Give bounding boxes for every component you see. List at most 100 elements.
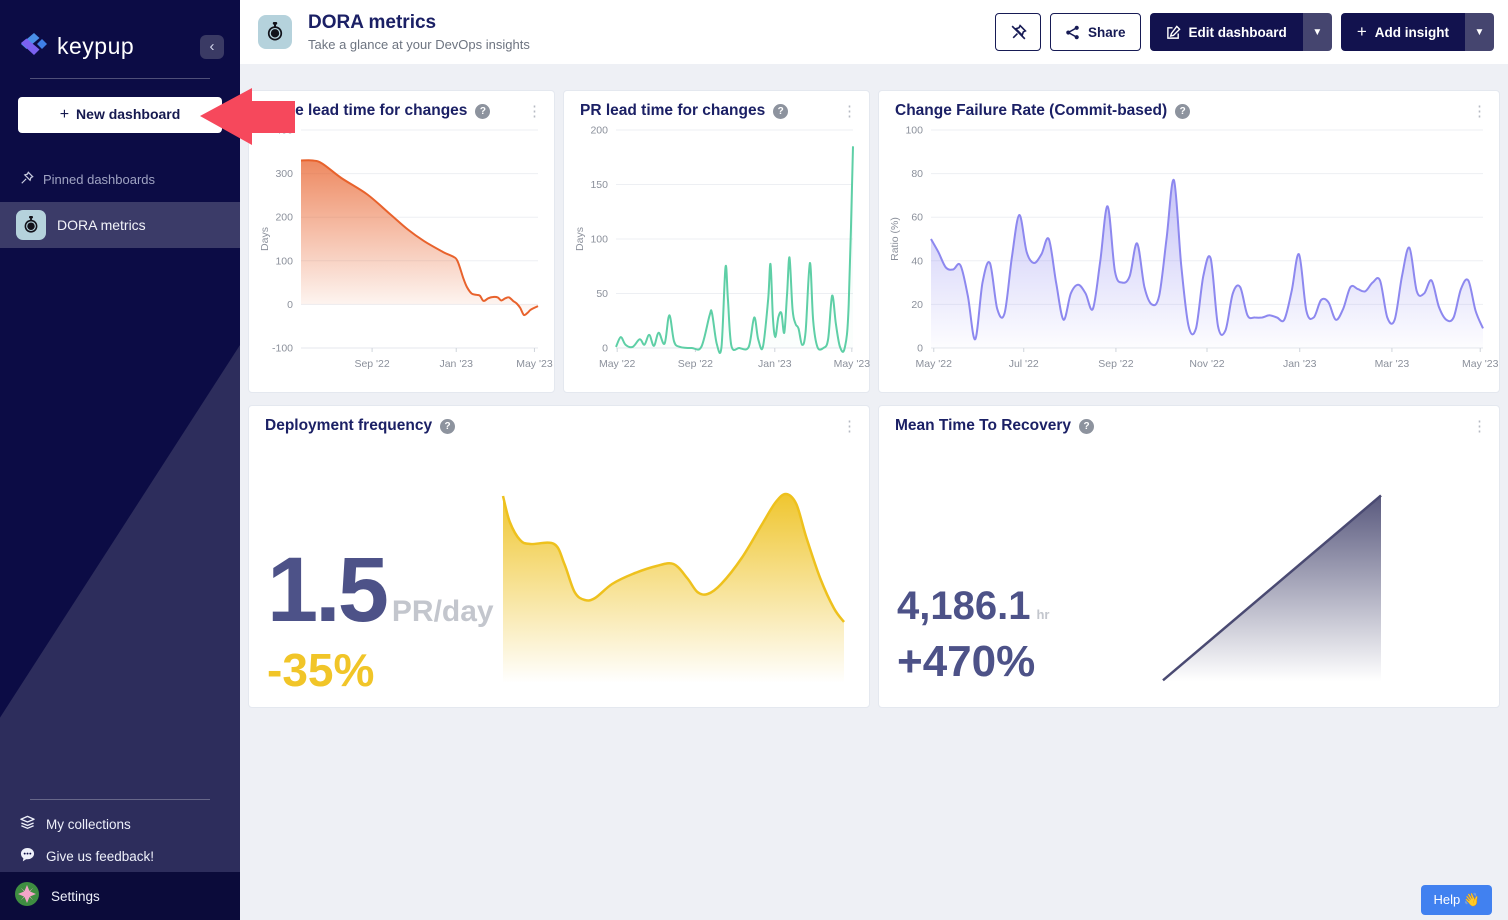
- svg-text:100: 100: [905, 125, 923, 137]
- edit-dashboard-caret-button[interactable]: ▼: [1302, 13, 1332, 51]
- card-title: Change Failure Rate (Commit-based): [895, 102, 1168, 119]
- pin-icon: [20, 171, 34, 188]
- plus-icon: +: [1356, 22, 1367, 41]
- edit-dashboard-label: Edit dashboard: [1188, 24, 1287, 40]
- svg-text:20: 20: [911, 299, 923, 311]
- chat-bubble-icon: [20, 847, 35, 865]
- plus-icon: +: [59, 106, 70, 123]
- add-insight-caret-button[interactable]: ▼: [1465, 13, 1494, 51]
- kebab-menu-icon[interactable]: ⋮: [1472, 102, 1487, 120]
- svg-text:0: 0: [602, 343, 608, 355]
- kebab-menu-icon[interactable]: ⋮: [842, 417, 857, 435]
- sidebar: keypup ‹ + New dashboard Pinned dashboard…: [0, 0, 240, 920]
- card-title: Code lead time for changes: [265, 102, 468, 119]
- svg-text:May '22: May '22: [599, 358, 636, 370]
- unpin-dashboard-button[interactable]: [995, 13, 1042, 51]
- help-icon[interactable]: ?: [1175, 103, 1191, 119]
- layers-icon: [20, 815, 35, 833]
- kebab-menu-icon[interactable]: ⋮: [527, 102, 542, 120]
- add-insight-button[interactable]: + Add insight: [1340, 13, 1465, 51]
- svg-text:Nov '22: Nov '22: [1189, 358, 1224, 370]
- help-icon[interactable]: ?: [773, 103, 789, 119]
- svg-text:Jan '23: Jan '23: [1283, 358, 1317, 370]
- page-title: DORA metrics: [308, 12, 437, 33]
- card-pr-lead-time: PR lead time for changes ? ⋮ 200 150 100 50…: [563, 90, 870, 393]
- svg-text:0: 0: [287, 299, 293, 311]
- svg-text:150: 150: [590, 179, 608, 191]
- help-button[interactable]: Help 👋: [1421, 885, 1492, 915]
- pointer-arrow: [200, 88, 295, 145]
- pinned-dashboards-label: Pinned dashboards: [43, 172, 156, 187]
- svg-text:200: 200: [590, 125, 608, 137]
- dashboard-stopwatch-icon: [258, 15, 292, 49]
- svg-text:80: 80: [911, 168, 923, 180]
- sidebar-item-dora-metrics[interactable]: DORA metrics: [0, 202, 240, 248]
- share-icon: [1066, 25, 1079, 39]
- kpi-value: 1.5: [267, 539, 389, 641]
- svg-text:100: 100: [275, 255, 293, 267]
- mttr-sparkline: [1162, 494, 1382, 702]
- kebab-menu-icon[interactable]: ⋮: [1472, 417, 1487, 435]
- card-code-lead-time: Code lead time for changes ? ⋮ 400300200…: [248, 90, 555, 393]
- kpi-unit: PR/day: [391, 595, 494, 628]
- logo-text: keypup: [57, 33, 135, 59]
- share-button[interactable]: Share: [1050, 13, 1141, 51]
- pinned-dashboards-header: Pinned dashboards: [0, 171, 240, 188]
- edit-dashboard-button[interactable]: Edit dashboard: [1149, 13, 1303, 51]
- help-icon[interactable]: ?: [475, 103, 491, 119]
- card-title: Mean Time To Recovery: [895, 417, 1072, 434]
- share-label: Share: [1088, 24, 1126, 40]
- stopwatch-icon: [16, 210, 46, 240]
- sidebar-item-feedback[interactable]: Give us feedback!: [0, 840, 240, 872]
- feedback-label: Give us feedback!: [46, 848, 155, 864]
- svg-text:May '23: May '23: [1462, 358, 1499, 370]
- svg-text:Jul '22: Jul '22: [1009, 358, 1039, 370]
- my-collections-label: My collections: [46, 816, 131, 832]
- svg-text:50: 50: [596, 288, 608, 300]
- svg-text:May '23: May '23: [834, 358, 871, 370]
- sidebar-item-my-collections[interactable]: My collections: [0, 808, 240, 840]
- svg-text:40: 40: [911, 255, 923, 267]
- deployment-frequency-sparkline: [501, 492, 846, 704]
- pointer-arrow-shape: [200, 88, 295, 145]
- card-change-failure-rate: Change Failure Rate (Commit-based) ? ⋮ 1…: [878, 90, 1500, 393]
- sidebar-collapse-button[interactable]: ‹: [200, 34, 224, 59]
- svg-text:Jan '23: Jan '23: [758, 358, 792, 370]
- new-dashboard-label: New dashboard: [76, 106, 181, 122]
- kpi-delta: -35%: [267, 644, 375, 696]
- kebab-menu-icon[interactable]: ⋮: [842, 102, 857, 120]
- sidebar-item-label: DORA metrics: [57, 217, 146, 233]
- dashboard-content: Code lead time for changes ? ⋮ 400300200…: [240, 64, 1508, 708]
- page-subtitle: Take a glance at your DevOps insights: [308, 37, 530, 52]
- mttr-kpi: 4,186.1 hr +470%: [897, 584, 1049, 687]
- settings-bar[interactable]: Settings: [0, 872, 240, 920]
- divider: [30, 78, 210, 79]
- svg-text:300: 300: [275, 168, 293, 180]
- card-title: Deployment frequency: [265, 417, 433, 434]
- new-dashboard-button[interactable]: + New dashboard: [18, 97, 222, 133]
- svg-text:Mar '23: Mar '23: [1375, 358, 1410, 370]
- topbar: DORA metrics Take a glance at your DevOp…: [240, 0, 1508, 64]
- pr-lead-time-chart: 200 150 100 50 0 May '22 Sep '22 Jan '23 May '23…: [574, 125, 870, 371]
- svg-text:Days: Days: [574, 227, 586, 251]
- avatar: [14, 881, 40, 912]
- svg-text:Sep '22: Sep '22: [1098, 358, 1133, 370]
- logo-row: keypup ‹: [0, 0, 240, 63]
- keypup-logo-icon: [18, 30, 48, 63]
- svg-text:60: 60: [911, 212, 923, 224]
- svg-text:200: 200: [275, 212, 293, 224]
- add-insight-label: Add insight: [1374, 24, 1449, 40]
- edit-icon: [1166, 24, 1181, 39]
- svg-text:Jan '23: Jan '23: [439, 358, 473, 370]
- svg-text:0: 0: [917, 343, 923, 355]
- svg-text:Days: Days: [259, 227, 271, 251]
- help-icon[interactable]: ?: [1079, 418, 1095, 434]
- help-icon[interactable]: ?: [440, 418, 456, 434]
- kpi-unit: hr: [1036, 607, 1050, 622]
- settings-label: Settings: [51, 888, 100, 904]
- svg-text:May '23: May '23: [516, 358, 553, 370]
- card-deployment-frequency: Deployment frequency ? ⋮ 1.5 PR/day -35%: [248, 405, 870, 708]
- card-title: PR lead time for changes: [580, 102, 766, 119]
- svg-text:May '22: May '22: [916, 358, 953, 370]
